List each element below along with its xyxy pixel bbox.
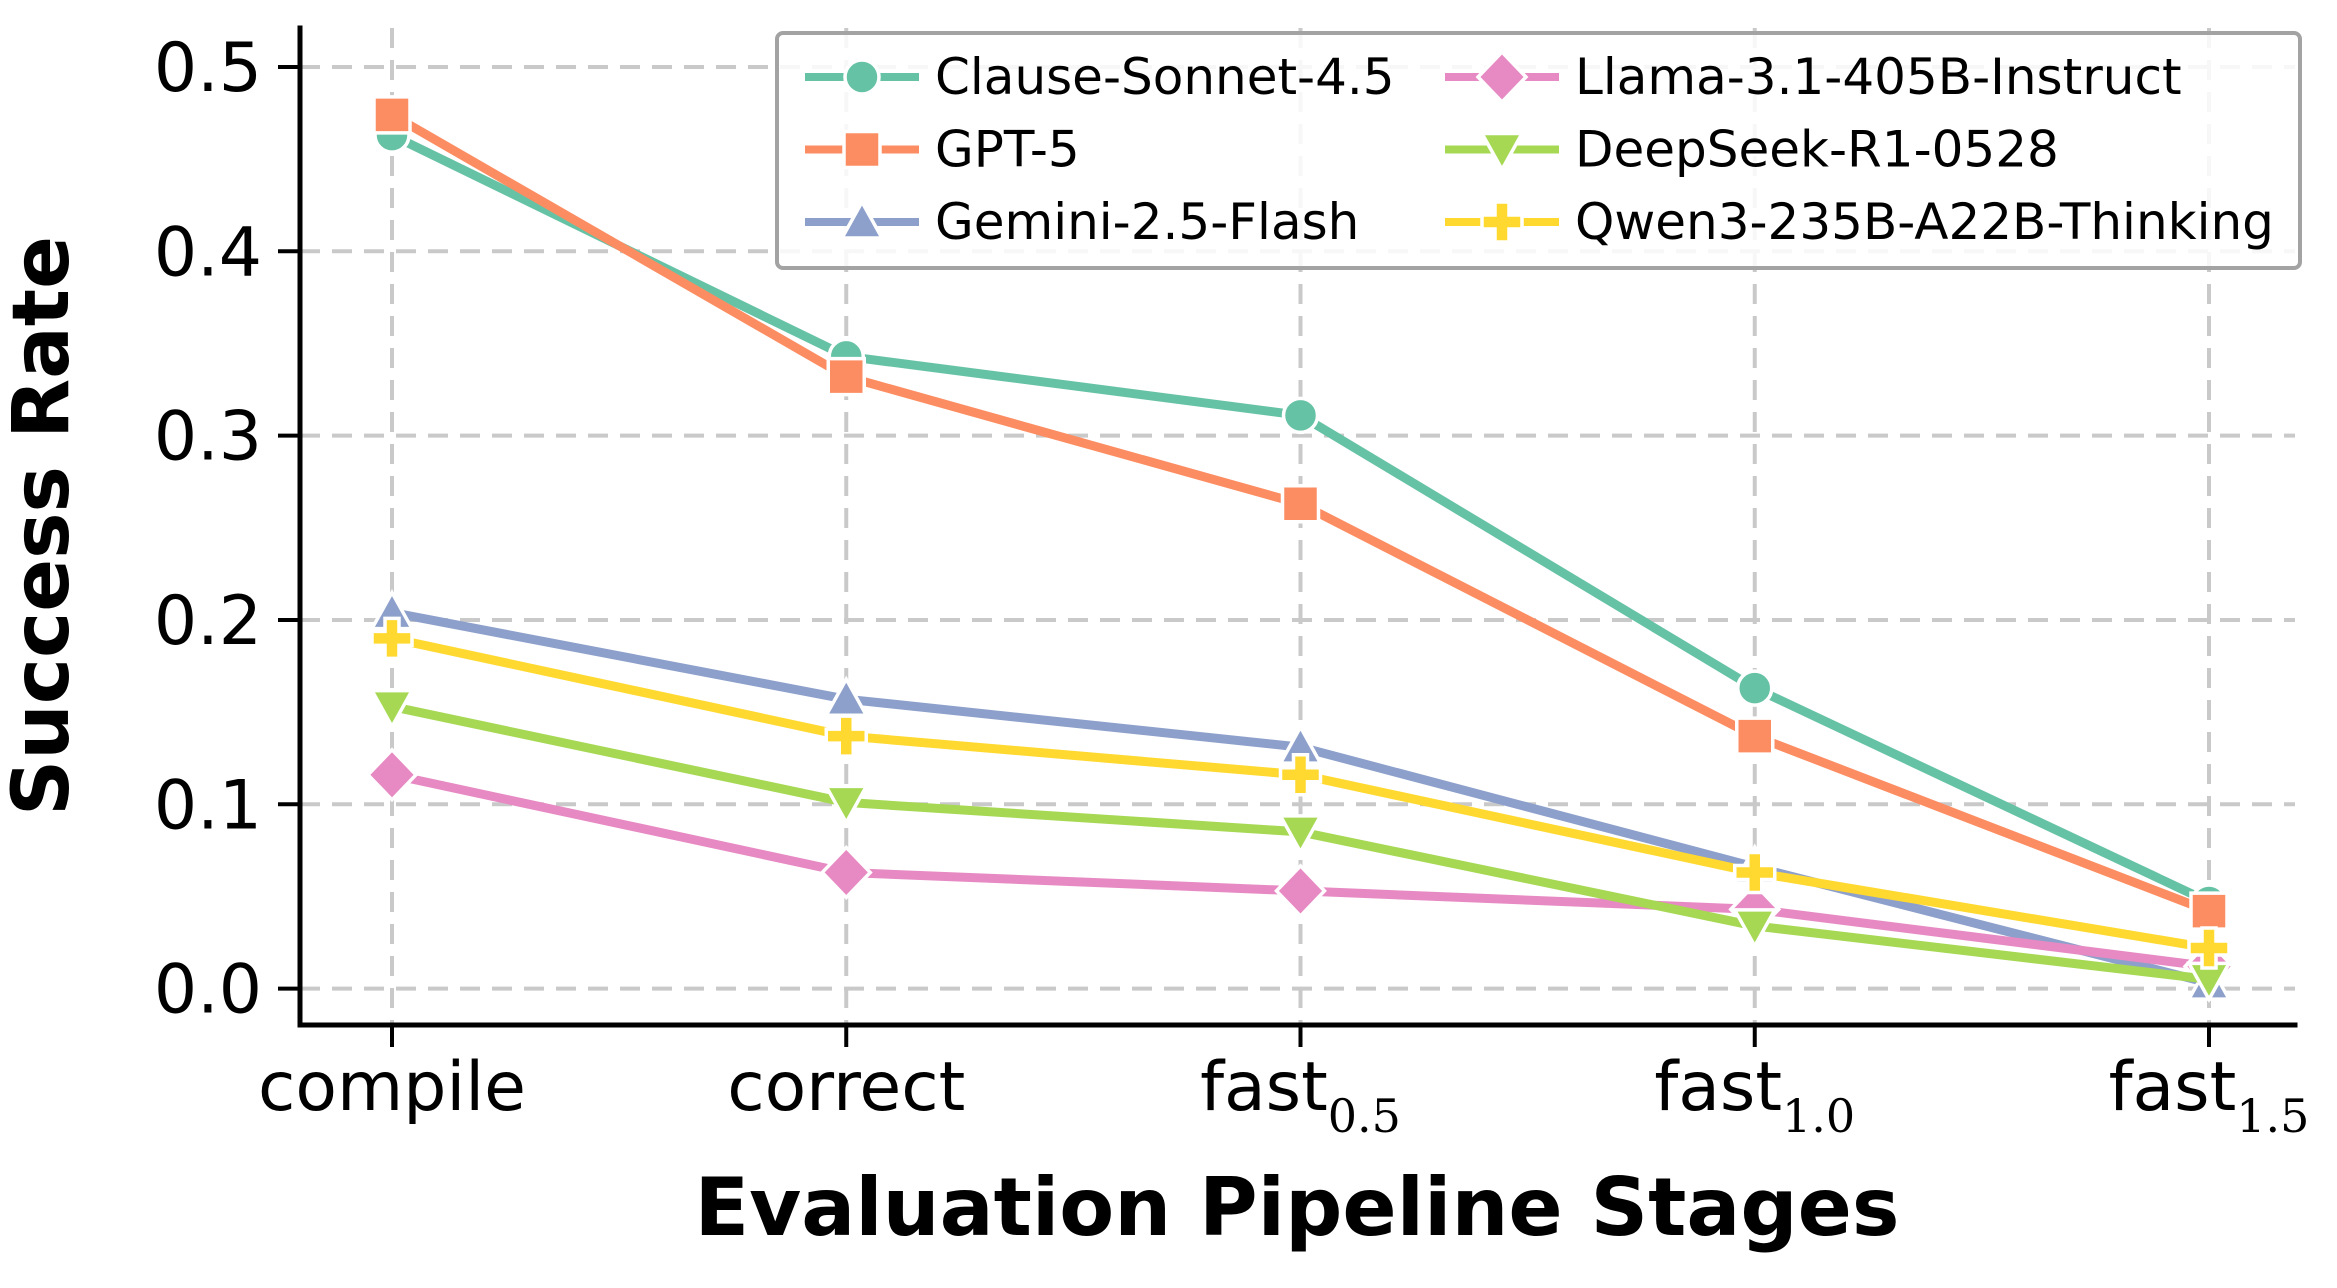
- x-tick-label: correct: [727, 1048, 965, 1127]
- data-point-marker: [369, 688, 415, 731]
- x-axis-title: Evaluation Pipeline Stages: [694, 1161, 1899, 1254]
- data-point-marker: [1281, 396, 1320, 435]
- y-tick-label: 0.0: [154, 951, 262, 1030]
- legend-entry-DeepSeek-R1-0528: DeepSeek-R1-0528: [1445, 121, 2059, 179]
- data-point-marker: [1274, 863, 1327, 919]
- data-point-marker: [826, 356, 866, 397]
- legend: Clause-Sonnet-4.5 GPT-5 Gemini-2.5-Flash Ll…: [775, 31, 2302, 270]
- data-point-marker: [1736, 669, 1774, 707]
- data-point-marker: [1731, 908, 1778, 950]
- y-tick-label: 0.2: [154, 582, 262, 661]
- y-tick-label: 0.4: [154, 213, 262, 292]
- legend-marker: [839, 198, 885, 240]
- data-point-marker: [1278, 753, 1323, 797]
- legend-label: DeepSeek-R1-0528: [1575, 121, 2059, 179]
- tick-labels: 0.0 0.1 0.2 0.3 0.4 0.5 compile correct fast0.5 f…: [154, 29, 2310, 1143]
- legend-label: GPT-5: [935, 121, 1080, 179]
- legend-marker: [1479, 131, 1525, 174]
- legend-marker: [842, 129, 882, 170]
- legend-label: Llama-3.1-405B-Instruct: [1575, 48, 2182, 106]
- axis-ticks: [278, 64, 2211, 1047]
- data-point-marker: [2189, 891, 2229, 931]
- series-GPT-5: [372, 95, 2229, 931]
- y-tick-label: 0.1: [154, 766, 262, 845]
- data-point-marker: [370, 616, 414, 661]
- y-tick-label: 0.3: [154, 398, 262, 477]
- data-point-marker: [365, 747, 419, 803]
- series-Qwen3-235B-A22B-Thinking: [370, 616, 2231, 970]
- data-point-marker: [824, 714, 868, 758]
- legend-label: Clause-Sonnet-4.5: [935, 48, 1395, 106]
- x-tick-label: fast1.0: [1654, 1048, 1855, 1143]
- legend-entry-Gemini-2.5-Flash: Gemini-2.5-Flash: [805, 193, 1359, 251]
- data-point-marker: [1277, 814, 1324, 856]
- data-point-marker: [819, 844, 873, 900]
- legend-marker: [843, 58, 881, 96]
- x-tick-label: compile: [258, 1048, 526, 1127]
- legend-entry-Qwen3-235B-A22B-Thinking: Qwen3-235B-A22B-Thinking: [1445, 193, 2274, 251]
- legend-label: Gemini-2.5-Flash: [935, 193, 1359, 251]
- y-tick-label: 0.5: [154, 29, 262, 108]
- legend-marker: [1480, 200, 1524, 244]
- data-point-marker: [2187, 926, 2231, 970]
- legend-label: Qwen3-235B-A22B-Thinking: [1575, 193, 2274, 251]
- x-tick-label: fast1.5: [2109, 1048, 2310, 1143]
- y-axis-title: Success Rate: [0, 236, 87, 816]
- legend-entry-Llama-3.1-405B-Instruct: Llama-3.1-405B-Instruct: [1445, 48, 2182, 106]
- legend-entry-Clause-Sonnet-4.5: Clause-Sonnet-4.5: [805, 48, 1395, 106]
- data-point-marker: [1280, 484, 1321, 524]
- legend-marker: [1475, 49, 1529, 105]
- data-point-marker: [1733, 850, 1777, 895]
- axes-spines: [297, 25, 2298, 1028]
- legend-entry-GPT-5: GPT-5: [805, 121, 1080, 179]
- data-point-marker: [1735, 716, 1775, 756]
- series-DeepSeek-R1-0528: [369, 688, 2232, 1003]
- data-point-marker: [372, 95, 412, 135]
- data-point-marker: [823, 784, 870, 827]
- x-tick-label: fast0.5: [1200, 1048, 1401, 1143]
